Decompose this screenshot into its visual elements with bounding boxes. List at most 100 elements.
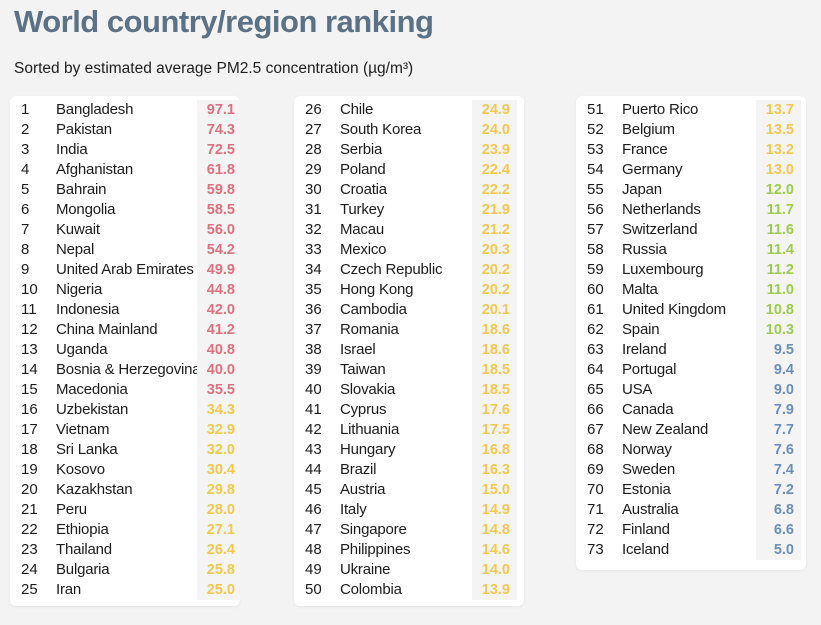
country-name: Ireland <box>622 341 667 358</box>
ranking-row: 62 Spain 10.3 <box>576 320 806 340</box>
ranking-column-2: 26 Chile 24.9 27 South Korea 24.0 28 Serbia 23.9… <box>294 96 524 606</box>
pm25-value: 22.4 <box>472 160 517 180</box>
ranking-row: 36 Cambodia 20.1 <box>294 300 524 320</box>
ranking-row: 52 Belgium 13.5 <box>576 120 806 140</box>
ranking-row: 56 Netherlands 11.7 <box>576 200 806 220</box>
ranking-row: 10 Nigeria 44.8 <box>10 280 242 300</box>
ranking-row: 29 Poland 22.4 <box>294 160 524 180</box>
ranking-row: 9 United Arab Emirates 49.9 <box>10 260 242 280</box>
rank-number: 41 <box>305 401 322 418</box>
pm25-value: 12.0 <box>756 180 801 200</box>
pm25-value: 58.5 <box>197 200 242 220</box>
ranking-row: 19 Kosovo 30.4 <box>10 460 242 480</box>
rank-number: 5 <box>21 181 30 198</box>
pm25-value: 7.7 <box>756 420 801 440</box>
pm25-value: 21.9 <box>472 200 517 220</box>
rank-number: 34 <box>305 261 322 278</box>
pm25-value: 5.0 <box>756 540 801 560</box>
country-name: Sweden <box>622 461 676 478</box>
pm25-value: 16.8 <box>472 440 517 460</box>
country-name: South Korea <box>340 121 422 138</box>
ranking-row: 59 Luxembourg 11.2 <box>576 260 806 280</box>
ranking-row: 3 India 72.5 <box>10 140 242 160</box>
rank-number: 56 <box>587 201 604 218</box>
pm25-value: 35.5 <box>197 380 242 400</box>
ranking-row: 40 Slovakia 18.5 <box>294 380 524 400</box>
ranking-row: 54 Germany 13.0 <box>576 160 806 180</box>
page-title: World country/region ranking <box>14 4 434 39</box>
country-name: Norway <box>622 441 672 458</box>
country-name: Nepal <box>56 241 95 258</box>
ranking-row: 12 China Mainland 41.2 <box>10 320 242 340</box>
country-name: Macedonia <box>56 381 128 398</box>
ranking-row: 46 Italy 14.9 <box>294 500 524 520</box>
rank-number: 3 <box>21 141 30 158</box>
pm25-value: 20.2 <box>472 280 517 300</box>
rank-number: 39 <box>305 361 322 378</box>
rank-number: 40 <box>305 381 322 398</box>
pm25-value: 29.8 <box>197 480 242 500</box>
country-name: Bahrain <box>56 181 107 198</box>
rank-number: 17 <box>21 421 38 438</box>
ranking-row: 69 Sweden 7.4 <box>576 460 806 480</box>
country-name: Bangladesh <box>56 101 134 118</box>
ranking-row: 47 Singapore 14.8 <box>294 520 524 540</box>
pm25-value: 72.5 <box>197 140 242 160</box>
ranking-row: 15 Macedonia 35.5 <box>10 380 242 400</box>
pm25-value: 32.0 <box>197 440 242 460</box>
pm25-value: 18.6 <box>472 340 517 360</box>
ranking-row: 13 Uganda 40.8 <box>10 340 242 360</box>
ranking-row: 49 Ukraine 14.0 <box>294 560 524 580</box>
pm25-value: 25.0 <box>197 580 242 600</box>
country-name: Serbia <box>340 141 383 158</box>
rank-number: 6 <box>21 201 30 218</box>
pm25-value: 13.5 <box>756 120 801 140</box>
country-name: Netherlands <box>622 201 701 218</box>
pm25-value: 23.9 <box>472 140 517 160</box>
ranking-row: 53 France 13.2 <box>576 140 806 160</box>
pm25-value: 22.2 <box>472 180 517 200</box>
country-name: Kazakhstan <box>56 481 133 498</box>
pm25-value: 56.0 <box>197 220 242 240</box>
rank-number: 23 <box>21 541 38 558</box>
rank-number: 33 <box>305 241 322 258</box>
pm25-value: 11.4 <box>756 240 801 260</box>
country-name: Taiwan <box>340 361 386 378</box>
pm25-value: 7.4 <box>756 460 801 480</box>
rank-number: 1 <box>21 101 30 118</box>
pm25-value: 40.0 <box>197 360 242 380</box>
rank-number: 26 <box>305 101 322 118</box>
pm25-value: 7.2 <box>756 480 801 500</box>
ranking-row: 4 Afghanistan 61.8 <box>10 160 242 180</box>
rank-number: 51 <box>587 101 604 118</box>
rank-number: 28 <box>305 141 322 158</box>
rank-number: 47 <box>305 521 322 538</box>
rank-number: 55 <box>587 181 604 198</box>
rank-number: 70 <box>587 481 604 498</box>
pm25-value: 32.9 <box>197 420 242 440</box>
country-name: Luxembourg <box>622 261 704 278</box>
ranking-row: 72 Finland 6.6 <box>576 520 806 540</box>
ranking-row: 45 Austria 15.0 <box>294 480 524 500</box>
ranking-row: 73 Iceland 5.0 <box>576 540 806 560</box>
ranking-row: 50 Colombia 13.9 <box>294 580 524 600</box>
pm25-value: 14.6 <box>472 540 517 560</box>
country-name: Vietnam <box>56 421 110 438</box>
rank-number: 48 <box>305 541 322 558</box>
rank-number: 12 <box>21 321 38 338</box>
rank-number: 20 <box>21 481 38 498</box>
rank-number: 71 <box>587 501 604 518</box>
rank-number: 61 <box>587 301 604 318</box>
ranking-row: 8 Nepal 54.2 <box>10 240 242 260</box>
rank-number: 68 <box>587 441 604 458</box>
country-name: Philippines <box>340 541 411 558</box>
rank-number: 8 <box>21 241 30 258</box>
ranking-row: 27 South Korea 24.0 <box>294 120 524 140</box>
pm25-value: 9.4 <box>756 360 801 380</box>
rank-number: 67 <box>587 421 604 438</box>
pm25-value: 13.0 <box>756 160 801 180</box>
ranking-row: 48 Philippines 14.6 <box>294 540 524 560</box>
rank-number: 11 <box>21 301 37 318</box>
ranking-row: 14 Bosnia & Herzegovina 40.0 <box>10 360 242 380</box>
country-name: Ethiopia <box>56 521 109 538</box>
